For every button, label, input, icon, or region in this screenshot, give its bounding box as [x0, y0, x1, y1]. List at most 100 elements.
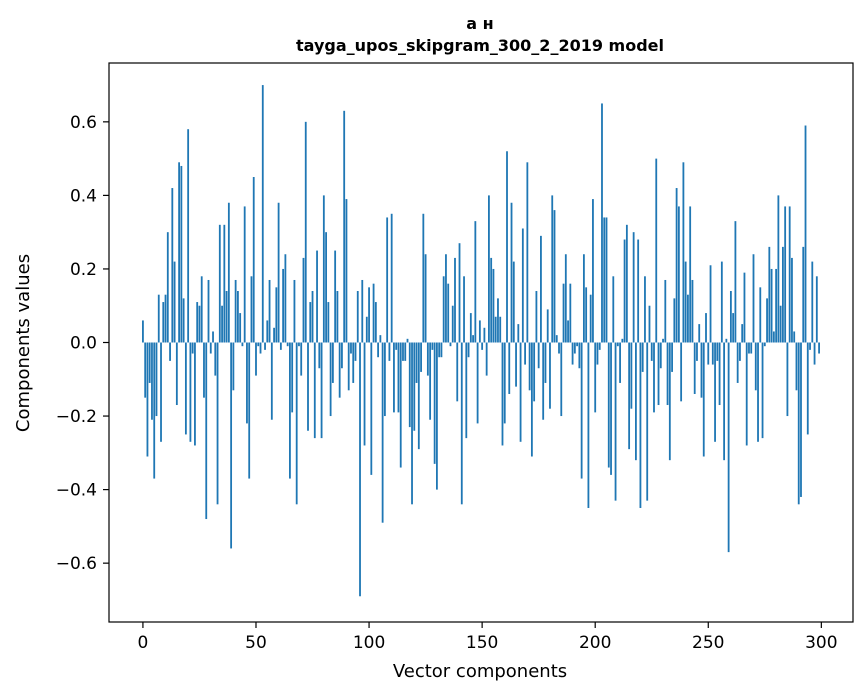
bar: [815, 276, 818, 343]
bar: [379, 335, 382, 343]
bar: [546, 309, 549, 343]
bar: [641, 342, 644, 372]
bar: [662, 338, 664, 343]
bar: [637, 239, 640, 343]
bar: [754, 342, 757, 391]
bar: [214, 342, 217, 376]
bar: [246, 342, 248, 424]
bar: [725, 338, 728, 343]
bar: [343, 110, 346, 343]
x-tick-label: 100: [353, 633, 385, 653]
bar: [329, 342, 332, 417]
bar: [173, 261, 176, 343]
bar: [680, 342, 683, 402]
bar: [478, 320, 481, 343]
bar: [564, 254, 567, 343]
bar: [768, 246, 771, 343]
bar: [585, 287, 588, 343]
bar: [691, 279, 694, 343]
bar: [393, 342, 395, 413]
bar: [171, 188, 174, 343]
bar: [424, 254, 427, 343]
bar: [298, 342, 300, 347]
chart-title-line1: а н: [466, 14, 493, 33]
bar: [739, 342, 741, 361]
bar: [587, 342, 590, 508]
bar: [221, 305, 223, 343]
bar: [741, 324, 744, 343]
bar: [476, 342, 479, 424]
bar: [813, 342, 816, 365]
bar: [802, 246, 805, 343]
y-tick-label: −0.4: [56, 481, 97, 501]
bar: [501, 342, 504, 446]
bar: [553, 210, 556, 343]
bar: [182, 298, 185, 343]
bar: [184, 342, 187, 435]
bar: [644, 276, 646, 343]
bar: [775, 268, 778, 343]
bar: [160, 342, 162, 442]
bar: [209, 342, 212, 354]
bar: [465, 342, 468, 439]
x-tick-label: 50: [245, 633, 267, 653]
bar: [623, 239, 626, 343]
bar: [734, 221, 737, 343]
bar: [266, 320, 269, 343]
bar: [601, 103, 603, 343]
bar: [786, 342, 789, 417]
bar: [175, 342, 178, 406]
axes: 0 50 100 150 200 250 300 −0.6 −0.4 −0.2 0.0 0.2 0.4 0…: [56, 62, 854, 653]
bar: [657, 342, 660, 406]
bar: [438, 342, 441, 358]
bar: [347, 342, 350, 391]
bar: [454, 257, 456, 343]
bar: [781, 246, 784, 343]
bar: [616, 342, 619, 347]
bar: [619, 342, 621, 383]
bar: [232, 342, 235, 391]
bar: [284, 254, 287, 343]
bar: [752, 254, 755, 343]
bar: [268, 279, 271, 343]
bar: [763, 342, 766, 347]
bar: [526, 162, 529, 343]
bar: [503, 342, 506, 424]
bar: [352, 342, 355, 383]
bar: [659, 342, 662, 369]
bar: [628, 342, 631, 450]
bar: [720, 261, 723, 343]
bar: [341, 342, 343, 369]
bar: [716, 342, 719, 361]
bar: [621, 338, 624, 343]
bar: [705, 313, 707, 343]
bar: [295, 342, 298, 505]
bar: [166, 232, 169, 343]
bar: [689, 206, 692, 343]
bar: [492, 268, 495, 343]
bar: [460, 342, 463, 505]
bar: [422, 213, 425, 343]
bar: [203, 342, 205, 398]
bar: [800, 342, 802, 497]
bar: [549, 342, 551, 409]
bar: [551, 195, 554, 343]
bar: [592, 199, 594, 343]
y-tick-label: 0.2: [70, 260, 97, 280]
bar: [524, 342, 526, 365]
bar: [567, 320, 569, 343]
bar: [481, 342, 484, 350]
bar: [227, 202, 230, 343]
bar: [406, 338, 409, 343]
bar: [239, 313, 242, 343]
bar: [449, 342, 452, 347]
x-tick-label: 200: [579, 633, 611, 653]
bar: [463, 276, 465, 343]
bar: [684, 261, 687, 343]
bar: [255, 342, 257, 376]
bar: [605, 217, 608, 343]
bar: [451, 305, 454, 343]
bar: [467, 342, 470, 358]
bar: [472, 335, 474, 343]
bar: [668, 342, 671, 461]
